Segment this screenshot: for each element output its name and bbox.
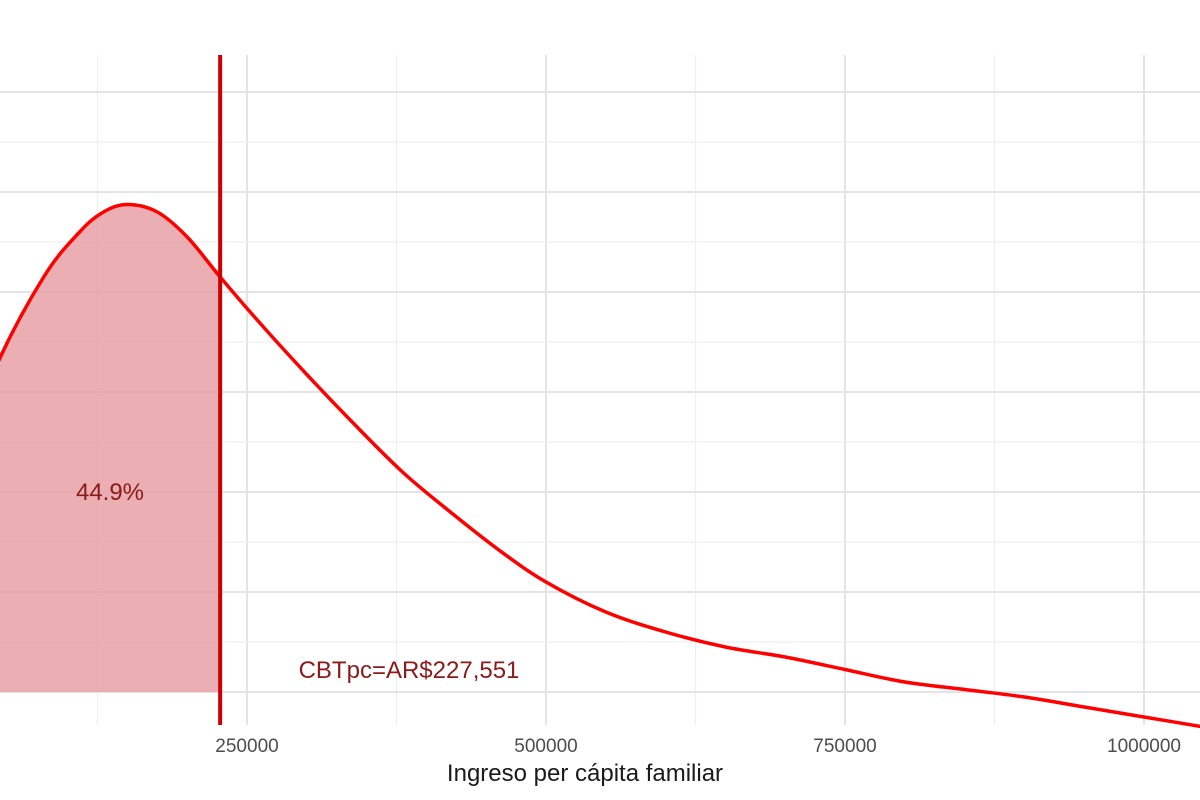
x-axis-title: Ingreso per cápita familiar (447, 760, 723, 787)
x-tick-label-3: 1000000 (1107, 736, 1181, 757)
below-threshold-area (0, 204, 221, 692)
x-axis-ticks: 250000 500000 750000 1000000 (215, 736, 1181, 757)
share-below-threshold-label: 44.9% (76, 479, 144, 506)
x-tick-label-0: 250000 (215, 736, 278, 757)
x-tick-label-2: 750000 (813, 736, 876, 757)
density-curve (0, 202, 1200, 729)
threshold-label: CBTpc=AR$227,551 (299, 657, 520, 684)
x-tick-label-1: 500000 (514, 736, 577, 757)
